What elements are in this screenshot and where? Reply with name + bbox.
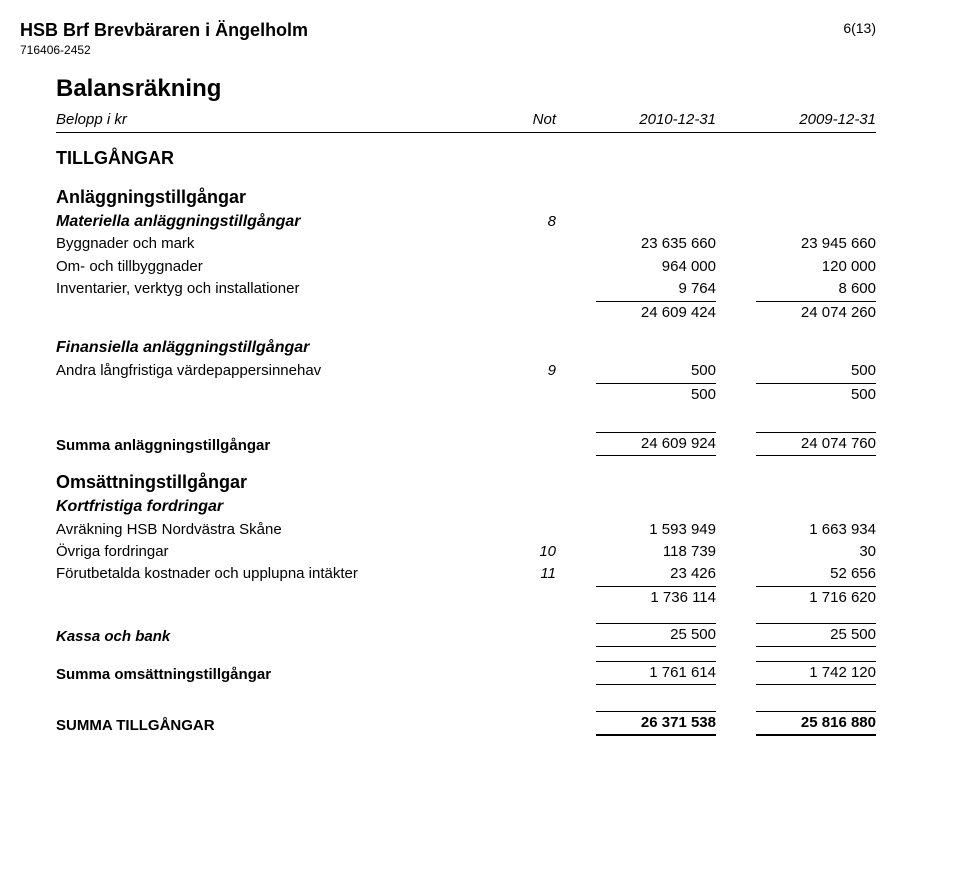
note-9: 9 [496, 360, 556, 382]
heading-tillgangar: TILLGÅNGAR [56, 148, 174, 168]
page-number: 6(13) [843, 20, 876, 36]
section-anlaggning: Anläggningstillgångar [56, 184, 876, 210]
row-val-a: 118 739 [556, 541, 716, 563]
sum-b: 24 074 760 [756, 432, 876, 456]
subtotal-finansiella: 500 500 [56, 382, 876, 406]
subsection-materiella: Materiella anläggningstillgångar 8 [56, 210, 876, 234]
subsection-kortfristiga: Kortfristiga fordringar [56, 495, 876, 519]
heading-finansiella: Finansiella anläggningstillgångar [56, 339, 309, 356]
kassa-label: Kassa och bank [56, 622, 496, 648]
row-val-b: 23 945 660 [716, 233, 876, 255]
row-val-a: 23 426 [556, 563, 716, 585]
row-label: Övriga fordringar [56, 541, 496, 563]
subtotal-a: 500 [596, 383, 716, 405]
row-val-b: 30 [716, 541, 876, 563]
subtotal-a: 1 736 114 [596, 586, 716, 608]
section-omsattning: Omsättningstillgångar [56, 469, 876, 495]
row-label: Inventarier, verktyg och installationer [56, 278, 496, 300]
sum-b: 1 742 120 [756, 661, 876, 685]
row-label: Byggnader och mark [56, 233, 496, 255]
note-10: 10 [496, 541, 556, 563]
table-header-row: Belopp i kr Not 2010-12-31 2009-12-31 [56, 109, 876, 133]
kassa-b: 25 500 [756, 623, 876, 647]
table-row: Inventarier, verktyg och installationer … [56, 278, 876, 300]
heading-kortfristiga: Kortfristiga fordringar [56, 498, 223, 515]
grand-total: SUMMA TILLGÅNGAR 26 371 538 25 816 880 [56, 710, 876, 737]
heading-anlaggningstillgangar: Anläggningstillgångar [56, 187, 246, 207]
balance-table: Belopp i kr Not 2010-12-31 2009-12-31 TI… [56, 109, 876, 737]
row-label: Om- och tillbyggnader [56, 256, 496, 278]
sum-a: 1 761 614 [596, 661, 716, 685]
page-header: HSB Brf Brevbäraren i Ängelholm 716406-2… [20, 20, 900, 57]
col-header-not: Not [496, 109, 556, 133]
content-area: Balansräkning Belopp i kr Not 2010-12-31… [20, 75, 900, 737]
row-not [496, 519, 556, 541]
heading-materiella: Materiella anläggningstillgångar [56, 213, 301, 230]
row-val-a: 1 593 949 [556, 519, 716, 541]
row-val-b: 500 [716, 360, 876, 382]
row-kassa-och-bank: Kassa och bank 25 500 25 500 [56, 622, 876, 648]
row-val-a: 500 [556, 360, 716, 382]
row-val-b: 8 600 [716, 278, 876, 300]
col-header-2010: 2010-12-31 [556, 109, 716, 133]
col-header-label: Belopp i kr [56, 109, 496, 133]
sum-anlaggningstillgangar: Summa anläggningstillgångar 24 609 924 2… [56, 431, 876, 457]
col-header-2009: 2009-12-31 [716, 109, 876, 133]
table-row: Om- och tillbyggnader 964 000 120 000 [56, 256, 876, 278]
subtotal-materiella: 24 609 424 24 074 260 [56, 300, 876, 324]
note-11: 11 [496, 563, 556, 585]
sum-a: 24 609 924 [596, 432, 716, 456]
subtotal-b: 24 074 260 [756, 301, 876, 323]
subtotal-b: 1 716 620 [756, 586, 876, 608]
grand-b: 25 816 880 [756, 711, 876, 736]
heading-omsattningstillgangar: Omsättningstillgångar [56, 472, 247, 492]
page-container: HSB Brf Brevbäraren i Ängelholm 716406-2… [0, 0, 920, 777]
row-val-a: 9 764 [556, 278, 716, 300]
org-name: HSB Brf Brevbäraren i Ängelholm [20, 20, 900, 41]
section-tillgangar: TILLGÅNGAR [56, 145, 876, 171]
row-val-b: 52 656 [716, 563, 876, 585]
org-number: 716406-2452 [20, 43, 900, 57]
subtotal-kortfristiga: 1 736 114 1 716 620 [56, 585, 876, 609]
kassa-a: 25 500 [596, 623, 716, 647]
table-row: Avräkning HSB Nordvästra Skåne 1 593 949… [56, 519, 876, 541]
row-val-b: 120 000 [716, 256, 876, 278]
subsection-finansiella: Finansiella anläggningstillgångar [56, 336, 876, 360]
grand-a: 26 371 538 [596, 711, 716, 736]
doc-title: Balansräkning [56, 75, 900, 103]
note-8: 8 [496, 210, 556, 234]
sum-label: Summa anläggningstillgångar [56, 431, 496, 457]
subtotal-a: 24 609 424 [596, 301, 716, 323]
table-row: Byggnader och mark 23 635 660 23 945 660 [56, 233, 876, 255]
table-row: Övriga fordringar 10 118 739 30 [56, 541, 876, 563]
table-row: Andra långfristiga värdepappersinnehav 9… [56, 360, 876, 382]
subtotal-b: 500 [756, 383, 876, 405]
row-label: Förutbetalda kostnader och upplupna intä… [56, 563, 496, 585]
sum-omsattningstillgangar: Summa omsättningstillgångar 1 761 614 1 … [56, 660, 876, 686]
sum-label: Summa omsättningstillgångar [56, 660, 496, 686]
row-val-a: 23 635 660 [556, 233, 716, 255]
row-val-b: 1 663 934 [716, 519, 876, 541]
row-label: Avräkning HSB Nordvästra Skåne [56, 519, 496, 541]
grand-label: SUMMA TILLGÅNGAR [56, 710, 496, 737]
table-row: Förutbetalda kostnader och upplupna intä… [56, 563, 876, 585]
row-label: Andra långfristiga värdepappersinnehav [56, 360, 496, 382]
row-val-a: 964 000 [556, 256, 716, 278]
